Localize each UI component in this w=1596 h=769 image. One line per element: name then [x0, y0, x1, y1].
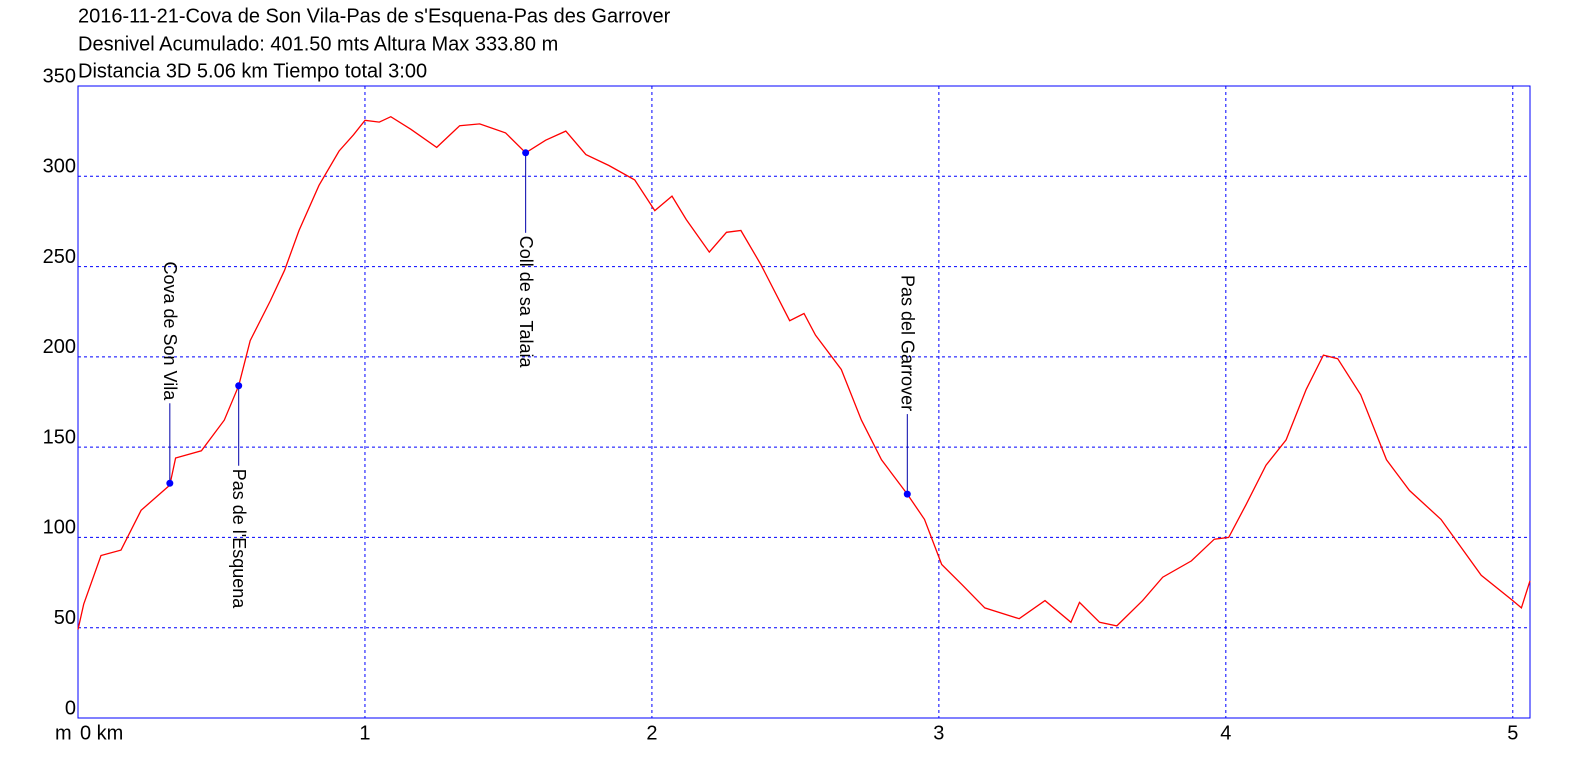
waypoint-label: Coll de sa Talaia	[516, 236, 536, 369]
chart-subtitle: Desnivel Acumulado: 401.50 mts Altura Ma…	[78, 33, 558, 55]
plot-frame	[77, 85, 1531, 719]
y-tick-label: 100	[43, 517, 76, 539]
y-tick-label: 300	[43, 156, 76, 178]
waypoint	[235, 382, 243, 390]
waypoint	[903, 490, 911, 498]
y-tick-label: 200	[43, 336, 76, 358]
x-tick-label: 5	[1507, 722, 1518, 744]
waypoint	[522, 149, 530, 157]
x-tick-label: 2	[646, 722, 657, 744]
waypoint-label: Pas del Garrover	[898, 275, 918, 411]
y-tick-label: 50	[54, 607, 76, 629]
waypoint	[166, 479, 174, 487]
chart-subtitle: Distancia 3D 5.06 km Tiempo total 3:00	[78, 60, 427, 82]
elevation-line	[77, 115, 1531, 630]
y-tick-label: 350	[43, 65, 76, 87]
y-axis-label: m	[55, 722, 72, 744]
x-tick-label: 3	[933, 722, 944, 744]
y-tick-label: 150	[43, 426, 76, 448]
waypoint-label: Cova de Son Vila	[160, 261, 180, 401]
x-tick-label: 0 km	[80, 722, 123, 744]
waypoint-label: Pas de l'Esquena	[229, 469, 249, 610]
x-tick-label: 1	[359, 722, 370, 744]
y-tick-label: 250	[43, 246, 76, 268]
y-tick-label: 0	[65, 697, 76, 719]
x-tick-label: 4	[1220, 722, 1231, 744]
chart-title: 2016-11-21-Cova de Son Vila-Pas de s'Esq…	[78, 5, 671, 27]
